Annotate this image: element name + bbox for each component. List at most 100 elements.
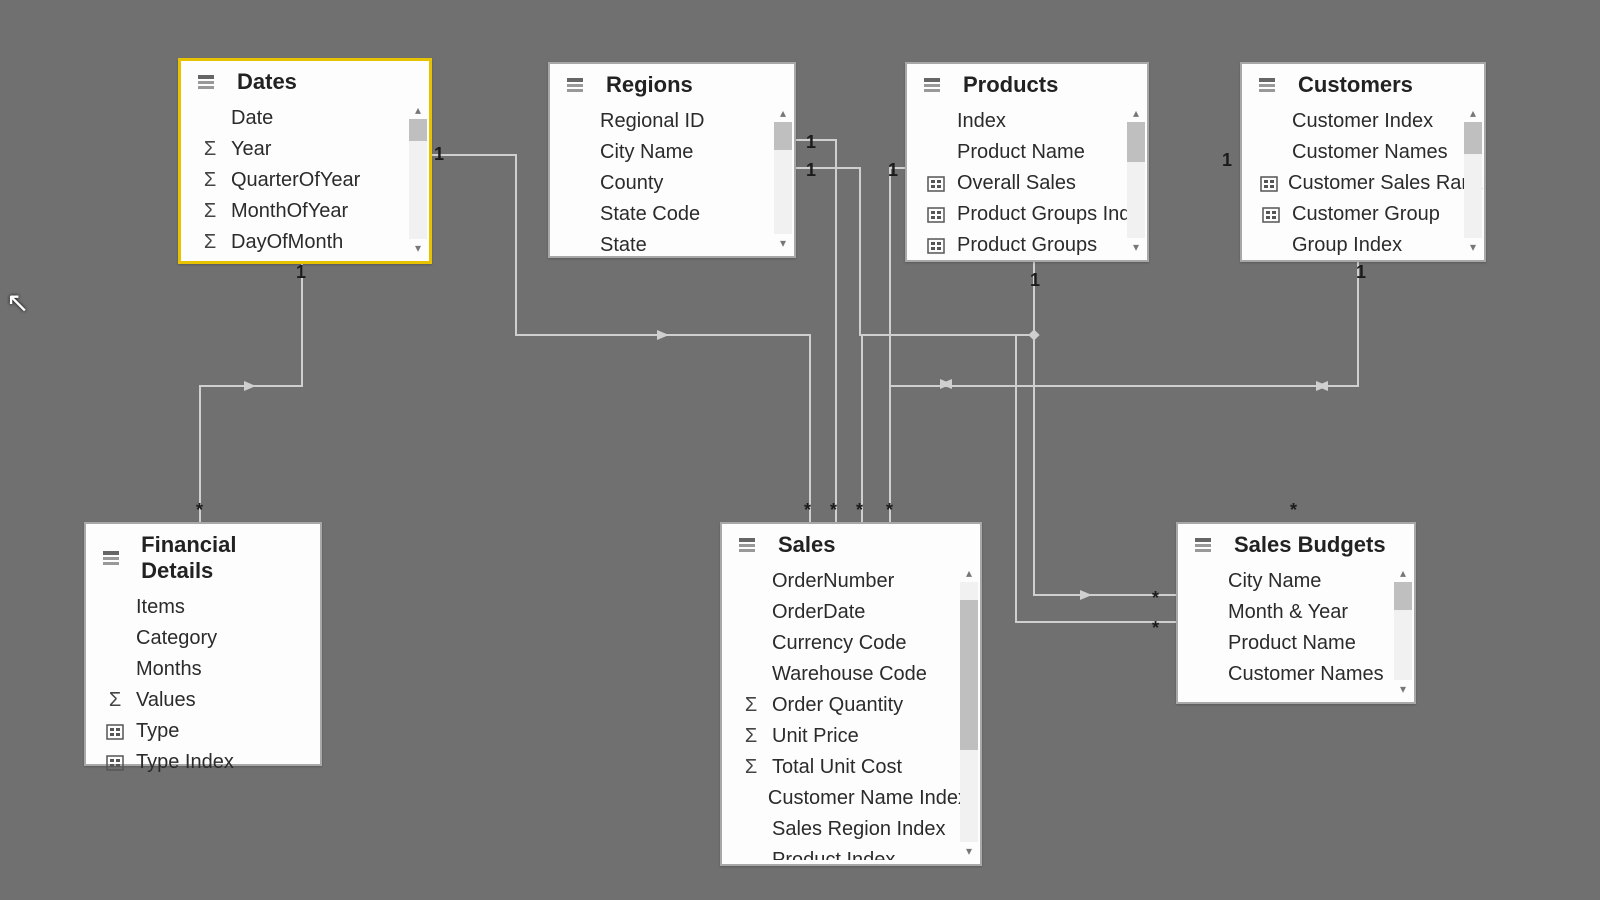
cardinality-label: * [1290, 500, 1297, 521]
scrollbar[interactable]: ▴▾ [1464, 104, 1482, 256]
table-regions[interactable]: Regions•Regional ID•City Name•County•Sta… [548, 62, 796, 258]
field-row[interactable]: •Sales Region Index [722, 814, 980, 845]
scroll-up-icon[interactable]: ▴ [1464, 104, 1482, 122]
field-row[interactable]: •State [550, 230, 794, 252]
field-row[interactable]: •Category [86, 623, 320, 654]
table-header[interactable]: Financial Details [86, 524, 320, 590]
field-row[interactable]: ΣYear [181, 134, 429, 165]
table-sales[interactable]: Sales•OrderNumber•OrderDate•Currency Cod… [720, 522, 982, 866]
field-row[interactable]: ΣQuarterOfYear [181, 165, 429, 196]
cardinality-label: 1 [1222, 150, 1232, 171]
field-row[interactable]: •Customer Names [1242, 137, 1484, 168]
field-row[interactable]: •State Code [550, 199, 794, 230]
scroll-down-icon[interactable]: ▾ [1127, 238, 1145, 256]
field-row[interactable]: •OrderDate [722, 597, 980, 628]
scroll-down-icon[interactable]: ▾ [409, 239, 427, 257]
field-row[interactable]: •Product Name [907, 137, 1147, 168]
field-row[interactable]: •Customer Names [1178, 659, 1414, 690]
scroll-up-icon[interactable]: ▴ [774, 104, 792, 122]
field-row[interactable]: Overall Sales [907, 168, 1147, 199]
cardinality-label: * [804, 500, 811, 521]
hierarchy-icon [925, 173, 947, 195]
scroll-up-icon[interactable]: ▴ [409, 101, 427, 119]
scroll-thumb[interactable] [1394, 582, 1412, 610]
table-findet[interactable]: Financial Details•Items•Category•MonthsΣ… [84, 522, 322, 766]
sigma-icon: Σ [740, 726, 762, 748]
field-row[interactable]: •Group Index [1242, 230, 1484, 256]
cardinality-label: 1 [1030, 270, 1040, 291]
table-customers[interactable]: Customers•Customer Index•Customer NamesC… [1240, 62, 1486, 262]
table-products[interactable]: Products•Index•Product NameOverall Sales… [905, 62, 1149, 262]
scroll-track[interactable] [409, 119, 427, 239]
field-label: Customer Group [1292, 203, 1440, 226]
table-header[interactable]: Sales Budgets [1178, 524, 1414, 564]
field-row[interactable]: •Product Name [1178, 628, 1414, 659]
scroll-down-icon[interactable]: ▾ [960, 842, 978, 860]
field-row[interactable]: •City Name [1178, 566, 1414, 597]
field-label: Customer Names [1292, 141, 1448, 164]
field-row[interactable]: •Index [907, 106, 1147, 137]
field-row[interactable]: •Date [181, 103, 429, 134]
field-row[interactable]: Type Index [86, 747, 320, 778]
scroll-track[interactable] [960, 582, 978, 842]
field-row[interactable]: ΣValues [86, 685, 320, 716]
scroll-down-icon[interactable]: ▾ [1464, 238, 1482, 256]
scroll-thumb[interactable] [1464, 122, 1482, 154]
table-budgets[interactable]: Sales Budgets•City Name•Month & Year•Pro… [1176, 522, 1416, 704]
scroll-down-icon[interactable]: ▾ [1394, 680, 1412, 698]
field-row[interactable]: Product Groups [907, 230, 1147, 256]
field-row[interactable]: Product Groups Ind [907, 199, 1147, 230]
field-row[interactable]: ΣDayOfMonth [181, 227, 429, 257]
table-icon [1192, 534, 1214, 556]
field-row[interactable]: ΣUnit Price [722, 721, 980, 752]
field-row[interactable]: ΣTotal Unit Cost [722, 752, 980, 783]
field-row[interactable]: ΣOrder Quantity [722, 690, 980, 721]
field-row[interactable]: •County [550, 168, 794, 199]
scrollbar[interactable]: ▴▾ [409, 101, 427, 257]
field-row[interactable]: •OrderNumber [722, 566, 980, 597]
scroll-thumb[interactable] [960, 600, 978, 750]
table-header[interactable]: Products [907, 64, 1147, 104]
scrollbar[interactable]: ▴▾ [774, 104, 792, 252]
scroll-down-icon[interactable]: ▾ [774, 234, 792, 252]
field-row[interactable]: •Month & Year [1178, 597, 1414, 628]
field-row[interactable]: •City Name [550, 137, 794, 168]
field-row[interactable]: Type [86, 716, 320, 747]
field-row[interactable]: •Regional ID [550, 106, 794, 137]
scrollbar[interactable]: ▴▾ [1127, 104, 1145, 256]
table-header[interactable]: Regions [550, 64, 794, 104]
field-label: City Name [1228, 570, 1321, 593]
table-header[interactable]: Dates [181, 61, 429, 101]
scroll-up-icon[interactable]: ▴ [960, 564, 978, 582]
field-row[interactable]: •Customer Name Index [722, 783, 980, 814]
scroll-track[interactable] [1127, 122, 1145, 238]
scroll-thumb[interactable] [1127, 122, 1145, 162]
scroll-thumb[interactable] [774, 122, 792, 150]
table-header[interactable]: Customers [1242, 64, 1484, 104]
field-row[interactable]: ΣMonthOfYear [181, 196, 429, 227]
field-row[interactable]: •Currency Code [722, 628, 980, 659]
field-label: Product Groups [957, 234, 1097, 256]
field-row[interactable]: Customer Group [1242, 199, 1484, 230]
model-canvas[interactable]: { "colors":{"bg":"#707070","table_bg":"#… [0, 0, 1600, 900]
hierarchy-icon [104, 752, 126, 774]
field-label: Currency Code [772, 632, 907, 655]
field-row[interactable]: Customer Sales Rank [1242, 168, 1484, 199]
scroll-up-icon[interactable]: ▴ [1394, 564, 1412, 582]
field-row[interactable]: •Warehouse Code [722, 659, 980, 690]
table-header[interactable]: Sales [722, 524, 980, 564]
scroll-track[interactable] [1464, 122, 1482, 238]
scroll-up-icon[interactable]: ▴ [1127, 104, 1145, 122]
field-row[interactable]: •Product Index [722, 845, 980, 860]
scroll-track[interactable] [1394, 582, 1412, 680]
field-row[interactable]: •Customer Index [1242, 106, 1484, 137]
scrollbar[interactable]: ▴▾ [960, 564, 978, 860]
field-row[interactable]: •Months [86, 654, 320, 685]
scroll-track[interactable] [774, 122, 792, 234]
field-label: Type Index [136, 751, 234, 774]
table-dates[interactable]: Dates•DateΣYearΣQuarterOfYearΣMonthOfYea… [178, 58, 432, 264]
scrollbar[interactable]: ▴▾ [1394, 564, 1412, 698]
field-row[interactable]: •Items [86, 592, 320, 623]
scroll-thumb[interactable] [409, 119, 427, 141]
field-label: Order Quantity [772, 694, 903, 717]
